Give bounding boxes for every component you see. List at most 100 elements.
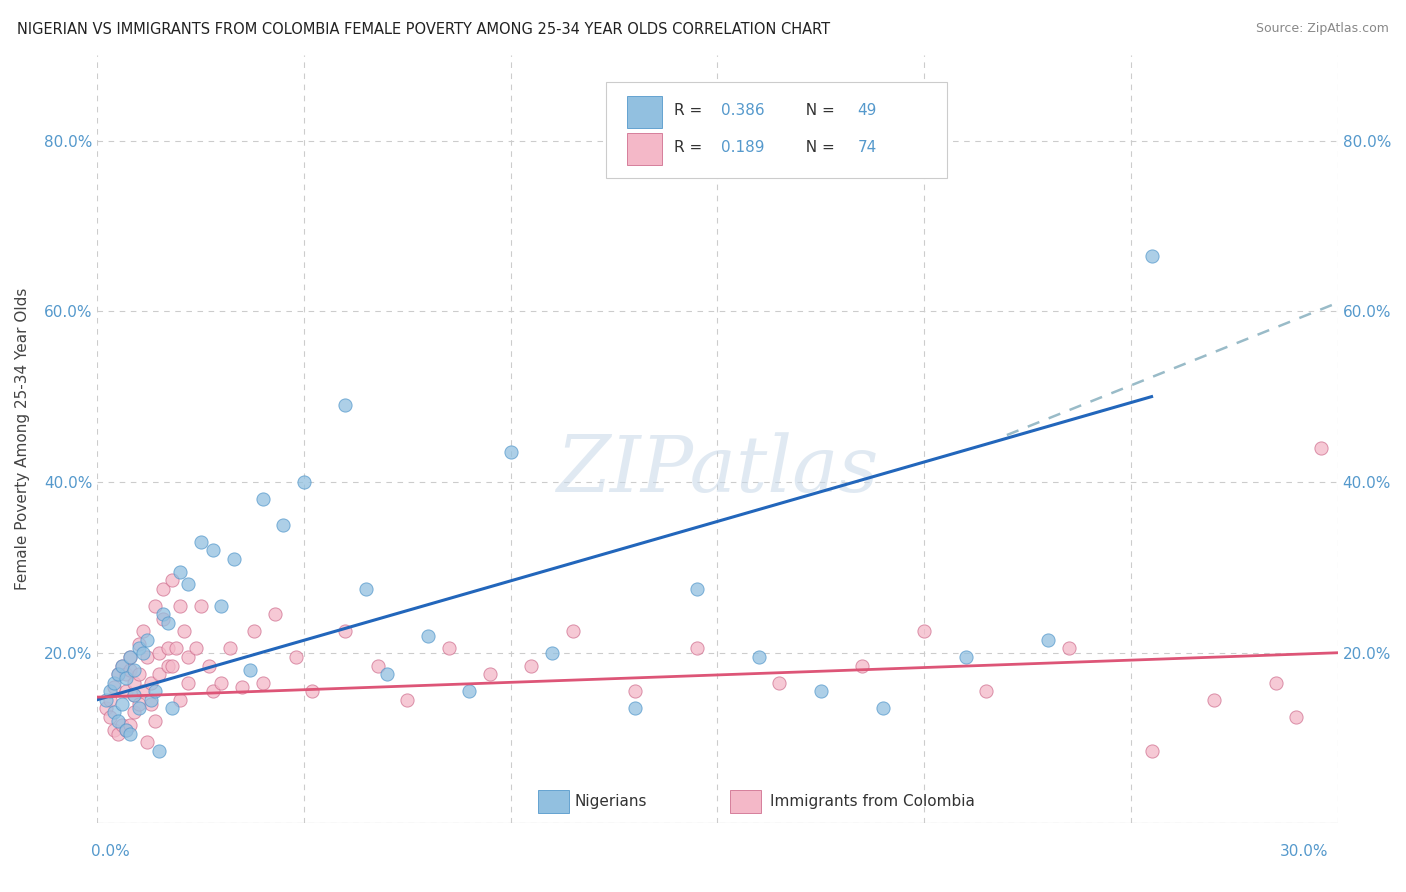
Point [120,650,142,665]
Text: Source: ZipAtlas.com: Source: ZipAtlas.com [1256,22,1389,36]
Point [103,723,125,737]
Point [912,624,935,639]
Point [128,697,150,711]
Point [974,684,997,698]
Point [169,599,191,613]
Point [94,701,117,715]
Point [1264,675,1286,690]
Point [124,689,146,703]
Text: R =: R = [673,140,707,155]
Point [252,675,274,690]
Y-axis label: Female Poverty Among 25-34 Year Olds: Female Poverty Among 25-34 Year Olds [15,288,30,591]
Point [686,641,709,656]
Point [156,615,179,630]
Text: Nigerians: Nigerians [575,795,647,809]
Bar [537,790,568,814]
Point [222,551,245,566]
Point [152,582,174,596]
Point [103,680,125,694]
Point [135,632,157,647]
Point [98,684,121,698]
Text: 0.386: 0.386 [721,103,765,118]
Point [177,675,200,690]
Text: N =: N = [796,140,839,155]
Point [810,684,832,698]
Point [94,692,117,706]
Point [218,641,240,656]
Point [124,706,146,720]
Text: 0.0%: 0.0% [91,845,131,859]
Point [111,658,134,673]
Point [292,475,315,489]
Point [124,675,146,690]
Point [111,697,134,711]
Point [139,692,162,706]
Point [160,573,183,587]
Point [479,667,502,681]
Point [103,675,125,690]
Point [115,667,138,681]
Point [156,658,179,673]
Point [107,727,129,741]
Point [143,599,166,613]
Point [177,650,200,665]
Point [872,701,894,715]
Point [541,646,564,660]
Point [143,684,166,698]
Point [148,667,170,681]
Point [107,714,129,728]
Point [198,658,221,673]
Point [1057,641,1080,656]
Point [520,658,543,673]
Point [152,611,174,625]
Point [169,692,191,706]
Point [1140,744,1163,758]
Point [186,641,208,656]
Point [955,650,977,665]
Point [120,650,142,665]
Point [115,671,138,685]
Point [271,517,294,532]
Point [115,684,138,698]
Point [107,667,129,681]
Text: ZIPatlas: ZIPatlas [557,432,879,508]
Point [367,658,389,673]
Point [169,565,191,579]
Point [148,646,170,660]
Point [143,714,166,728]
Point [623,701,645,715]
Point [128,641,150,656]
Point [135,735,157,749]
Point [132,624,155,639]
Bar [730,790,761,814]
Point [264,607,287,622]
Point [623,684,645,698]
Point [1202,692,1225,706]
Text: 30.0%: 30.0% [1281,845,1329,859]
Point [209,675,232,690]
Point [103,706,125,720]
Text: N =: N = [796,103,839,118]
Point [120,727,142,741]
Point [132,646,155,660]
Point [160,658,183,673]
Point [111,718,134,732]
Text: Immigrants from Colombia: Immigrants from Colombia [769,795,974,809]
Point [128,637,150,651]
Text: 0.189: 0.189 [721,140,765,155]
Point [768,675,790,690]
Text: 49: 49 [858,103,877,118]
Point [120,663,142,677]
Point [396,692,419,706]
Point [139,675,162,690]
Bar [627,133,662,165]
Point [686,582,709,596]
Point [202,684,225,698]
Bar [627,95,662,128]
Point [561,624,583,639]
Point [748,650,770,665]
Point [354,582,377,596]
Point [1038,632,1060,647]
Point [160,701,183,715]
Point [499,445,522,459]
